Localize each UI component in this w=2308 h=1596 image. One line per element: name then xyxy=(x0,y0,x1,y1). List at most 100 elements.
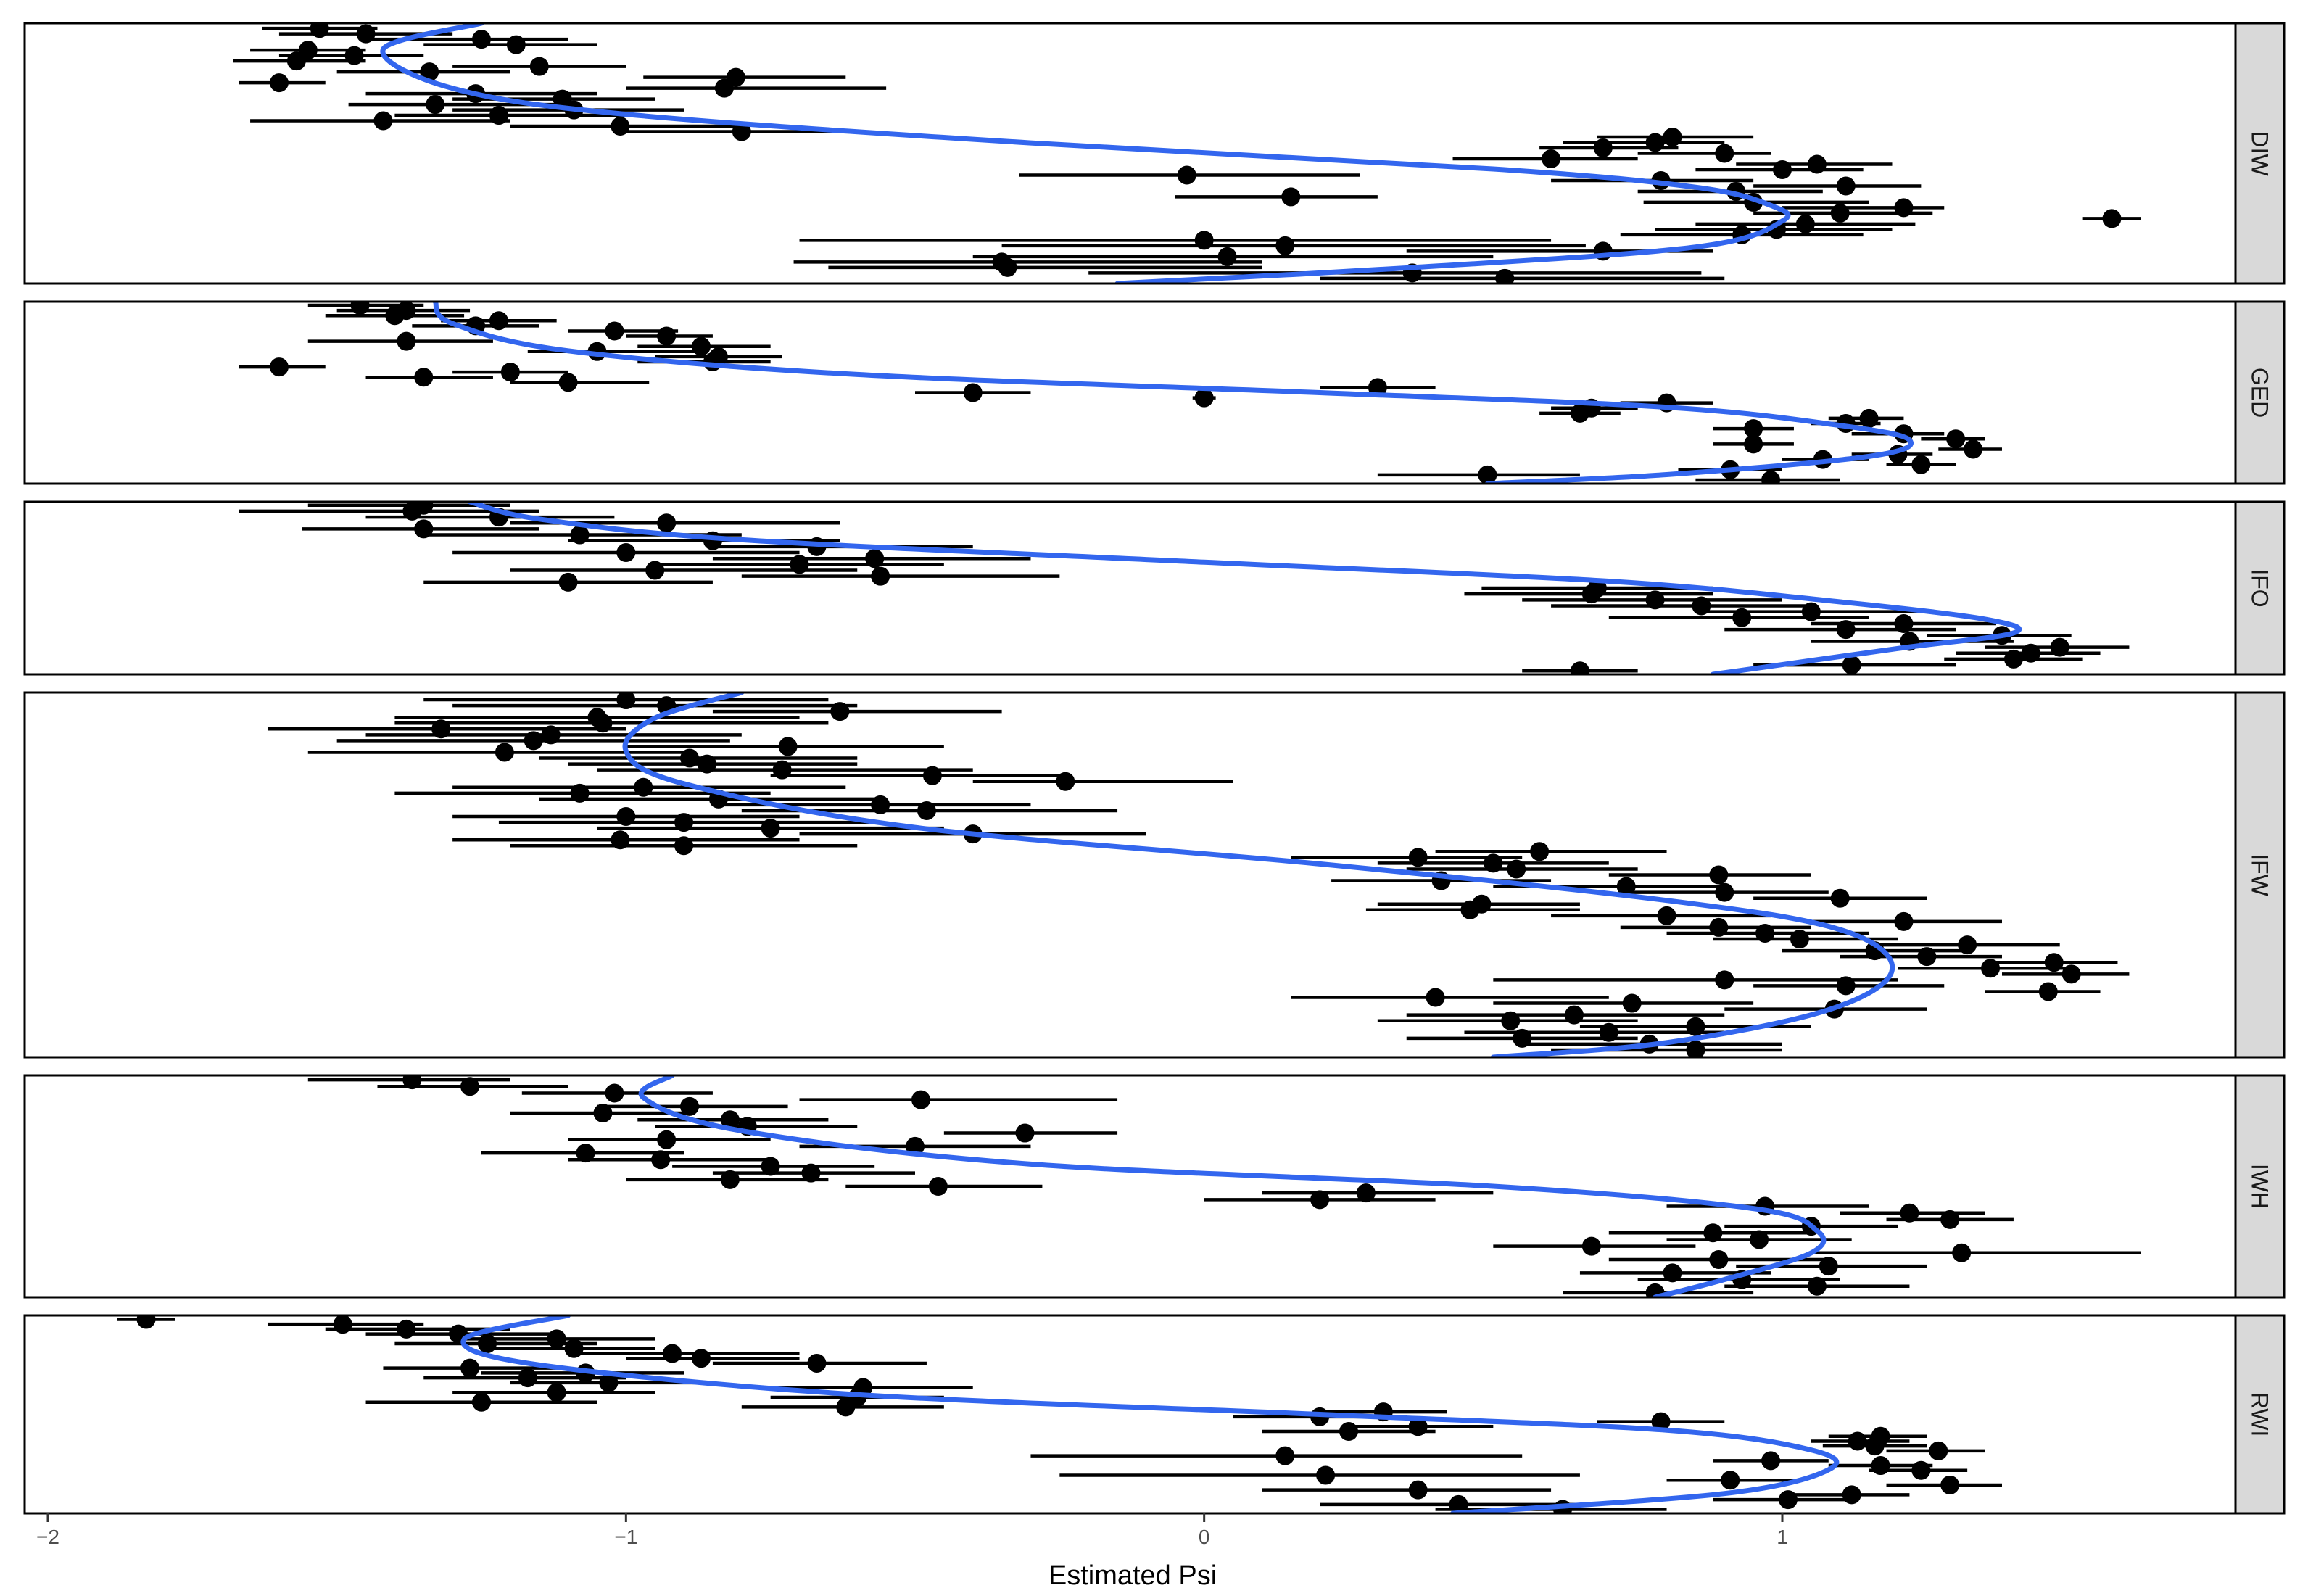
data-point xyxy=(1807,1276,1827,1296)
data-point xyxy=(1686,1040,1705,1057)
data-point xyxy=(998,257,1017,277)
data-point xyxy=(836,1397,856,1417)
data-point xyxy=(807,1353,827,1373)
data-point xyxy=(1581,1236,1601,1256)
smooth-curve xyxy=(460,1315,1840,1513)
data-point xyxy=(1929,1441,1948,1460)
data-point xyxy=(1952,1243,1972,1262)
data-point xyxy=(1830,888,1850,908)
facet-label: IWH xyxy=(2247,1164,2273,1209)
panel-marks xyxy=(307,1075,2141,1297)
data-point xyxy=(1593,138,1613,158)
data-point xyxy=(1721,1471,1740,1490)
data-point xyxy=(500,363,520,382)
data-point xyxy=(1830,203,1850,223)
data-point xyxy=(720,1170,740,1189)
panel-background xyxy=(23,1314,2237,1515)
data-point xyxy=(928,1177,948,1196)
data-point xyxy=(2003,649,2023,669)
data-point xyxy=(518,1368,537,1388)
data-point xyxy=(547,1383,566,1402)
x-tick-label: −1 xyxy=(614,1526,637,1548)
data-point xyxy=(1715,882,1734,902)
panel-background xyxy=(23,691,2237,1059)
x-axis: −2 −1 0 1 xyxy=(36,1513,1788,1548)
panel-background xyxy=(23,500,2237,676)
data-point xyxy=(477,1334,497,1354)
data-point xyxy=(1356,1183,1376,1203)
facet-rwi: RWI xyxy=(23,1314,2286,1515)
data-point xyxy=(1570,661,1589,674)
x-axis-title: Estimated Psi xyxy=(1048,1560,1217,1591)
facet-diw: DIW xyxy=(23,22,2286,285)
data-point xyxy=(1651,1412,1671,1431)
facet-ifw: IFW xyxy=(23,691,2286,1059)
data-point xyxy=(2102,209,2122,228)
data-point xyxy=(1715,970,1734,990)
data-point xyxy=(703,352,722,371)
data-point xyxy=(761,819,780,838)
data-point xyxy=(385,306,405,326)
data-point xyxy=(1900,1203,1919,1223)
data-point xyxy=(1732,608,1752,627)
data-point xyxy=(1194,388,1214,408)
data-point xyxy=(1871,1456,1890,1476)
facet-ifo: IFO xyxy=(23,500,2286,676)
facet-strip xyxy=(2234,1314,2286,1515)
data-point xyxy=(871,566,890,586)
data-point xyxy=(778,737,798,756)
data-point xyxy=(1773,160,1792,179)
smooth-curve xyxy=(467,502,2022,674)
data-point xyxy=(1507,859,1526,879)
data-point xyxy=(558,572,578,592)
data-point xyxy=(1177,165,1196,185)
data-point xyxy=(1570,403,1589,423)
data-point xyxy=(720,1110,740,1130)
data-point xyxy=(460,1077,480,1096)
panel-marks xyxy=(267,692,2130,1057)
data-point xyxy=(495,743,514,762)
data-point xyxy=(1542,149,1561,168)
data-point xyxy=(830,702,850,721)
data-point xyxy=(1848,1431,1867,1451)
facet-ged: GED xyxy=(23,300,2286,485)
data-point xyxy=(1911,1460,1931,1480)
data-point xyxy=(657,513,677,533)
data-point xyxy=(761,1157,780,1176)
data-point xyxy=(611,117,630,136)
data-point xyxy=(1622,993,1642,1013)
data-point xyxy=(136,1315,156,1329)
data-point xyxy=(1495,268,1515,284)
data-point xyxy=(1426,988,1445,1007)
data-point xyxy=(1339,1422,1358,1442)
data-point xyxy=(1940,1210,1960,1229)
x-tick-label: 1 xyxy=(1777,1526,1788,1548)
data-point xyxy=(414,368,434,387)
data-point xyxy=(663,1344,682,1363)
data-point xyxy=(1836,176,1856,196)
data-point xyxy=(373,111,393,131)
data-point xyxy=(1478,465,1497,484)
data-point xyxy=(599,1373,619,1392)
data-point xyxy=(564,1339,584,1358)
data-point xyxy=(714,78,734,98)
data-point xyxy=(1836,976,1856,996)
data-point xyxy=(593,1104,613,1123)
data-point xyxy=(269,73,289,93)
data-point xyxy=(1460,900,1480,919)
data-point xyxy=(1750,1230,1769,1249)
data-point xyxy=(1408,1480,1428,1500)
data-point xyxy=(1657,906,1676,925)
data-point xyxy=(558,373,578,392)
data-point xyxy=(1530,842,1550,861)
data-point xyxy=(1778,1490,1798,1510)
smooth-curve xyxy=(380,23,1791,284)
data-point xyxy=(2061,964,2081,984)
data-point xyxy=(1940,1475,1960,1494)
panel-marks xyxy=(117,1315,2002,1513)
panel-marks xyxy=(239,502,2130,674)
facet-strip xyxy=(2234,22,2286,285)
data-point xyxy=(1310,1190,1330,1210)
data-point xyxy=(547,1329,566,1349)
smooth-curve xyxy=(622,692,1895,1057)
